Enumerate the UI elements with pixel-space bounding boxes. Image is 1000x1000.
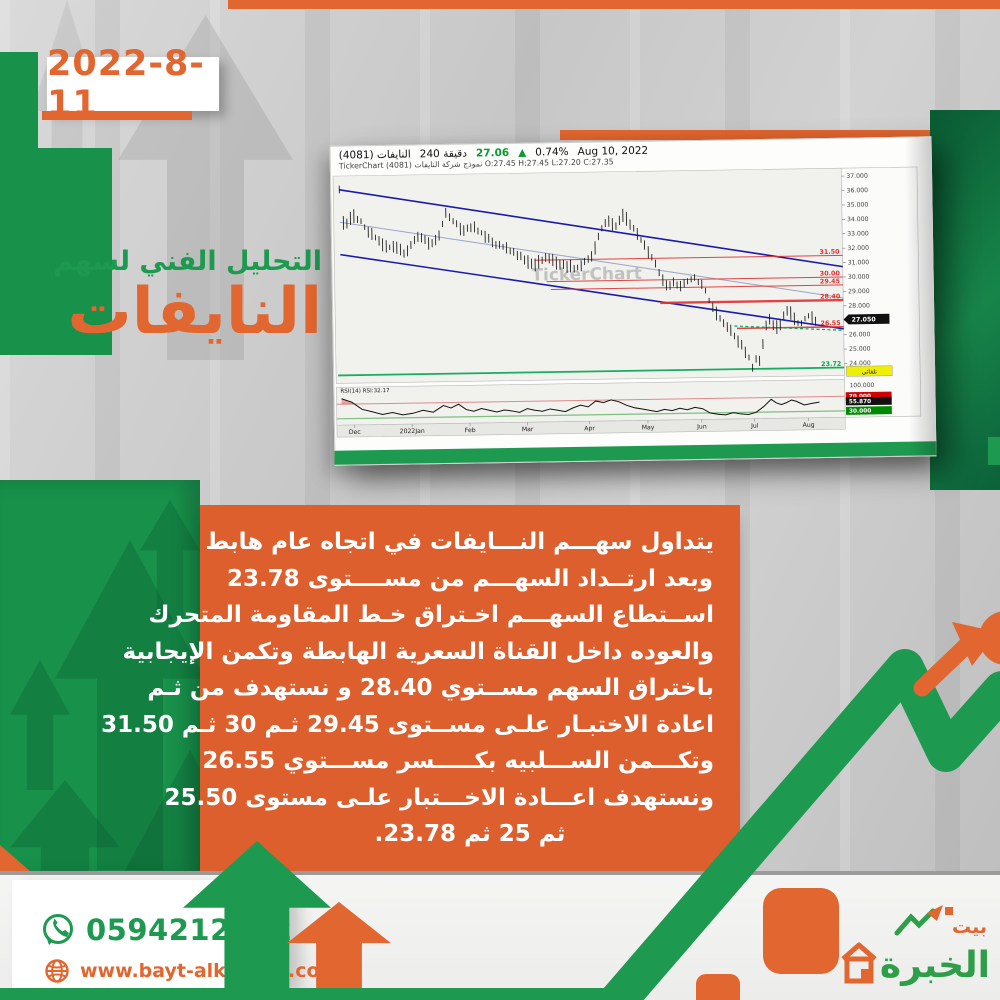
analysis-line: اســتطاع السهـــم اخـتراق خـط المقاومة ا… bbox=[148, 602, 714, 629]
up-triangle-icon: ▲ bbox=[518, 146, 527, 159]
analysis-line: وبعد ارتــداد السهـــم من مســــتوى 23.7… bbox=[226, 565, 714, 592]
top-orange-strip bbox=[228, 0, 1000, 9]
whatsapp-icon bbox=[43, 914, 73, 945]
analysis-line: يتداول سهـــم النـــايفات في اتجاه عام ه… bbox=[205, 529, 714, 556]
logo-house-roof-icon bbox=[841, 942, 877, 961]
analysis-line: ثم 25 ثم 23.78. bbox=[374, 821, 566, 848]
svg-text:70.000: 70.000 bbox=[849, 394, 871, 400]
analysis-text-panel: يتداول سهـــم النـــايفات في اتجاه عام ه… bbox=[101, 505, 740, 872]
chart-date: Aug 10, 2022 bbox=[577, 144, 649, 158]
svg-text:23.72: 23.72 bbox=[821, 360, 841, 368]
logo-word-main: الخبرة bbox=[880, 945, 990, 986]
green-accent-block bbox=[0, 148, 112, 355]
chart-card-green-bar bbox=[334, 441, 937, 465]
left-green-panel bbox=[0, 480, 200, 875]
date-underline bbox=[42, 111, 192, 120]
date-text: 2022-8-11 bbox=[47, 44, 205, 124]
bottom-green-bar bbox=[0, 988, 632, 1000]
svg-text:26.000: 26.000 bbox=[849, 331, 871, 338]
svg-text:Mar: Mar bbox=[522, 426, 534, 433]
trend-zigzag-decoration bbox=[600, 611, 1000, 1000]
svg-text:28.000: 28.000 bbox=[848, 302, 870, 309]
svg-text:May: May bbox=[642, 424, 655, 431]
chart-card-shadow-edge bbox=[904, 137, 936, 456]
analysis-line: اعادة الاختبـار علـى مســتوى 29.45 ثـم 3… bbox=[101, 711, 714, 738]
svg-text:26.55: 26.55 bbox=[820, 319, 840, 327]
svg-text:29.000: 29.000 bbox=[848, 288, 870, 295]
svg-text:28.40: 28.40 bbox=[820, 292, 841, 300]
price-chart-screenshot: النايفات (4081) 240 دقيقة 27.06 ▲ 0.74% … bbox=[329, 136, 937, 466]
analysis-line: والعوده داخل القناة السعرية الهابطة وتكم… bbox=[122, 638, 715, 665]
svg-text:27.050: 27.050 bbox=[852, 316, 877, 323]
orange-accent-strip bbox=[560, 130, 933, 140]
svg-text:30.000: 30.000 bbox=[848, 274, 870, 281]
orange-rounded-square bbox=[696, 974, 740, 1000]
chart-change-pct: 0.74% bbox=[535, 145, 569, 159]
logo-word-top: بيت bbox=[952, 916, 987, 938]
svg-text:24.000: 24.000 bbox=[849, 360, 871, 367]
svg-text:30.00: 30.00 bbox=[820, 269, 841, 277]
svg-text:31.000: 31.000 bbox=[848, 259, 870, 266]
orange-circle-decoration bbox=[979, 611, 1000, 665]
logo-square-accent bbox=[945, 907, 953, 915]
svg-text:RSI(14) RSI:32.17: RSI(14) RSI:32.17 bbox=[340, 388, 390, 395]
chart-timeframe: 240 دقيقة bbox=[419, 147, 468, 161]
green-trend-line bbox=[600, 649, 1000, 1000]
svg-text:Apr: Apr bbox=[584, 425, 595, 432]
orange-arrow-shaft bbox=[913, 635, 977, 697]
green-accent-block bbox=[988, 437, 1000, 465]
globe-icon bbox=[45, 959, 69, 983]
title-subline: التحليل الفني لسهم bbox=[53, 246, 322, 277]
title-stock-name: النايفات bbox=[67, 275, 322, 349]
svg-text:Jun: Jun bbox=[696, 423, 707, 430]
horizontal-divider bbox=[0, 871, 1000, 875]
svg-text:TickerChart: TickerChart bbox=[531, 263, 642, 285]
page-title: التحليل الفني لسهم النايفات bbox=[28, 246, 322, 344]
svg-text:35.000: 35.000 bbox=[847, 202, 869, 209]
bayt-alkhebra-logo: بيت الخبرة bbox=[841, 905, 990, 986]
svg-text:100.000: 100.000 bbox=[850, 382, 875, 389]
svg-text:34.000: 34.000 bbox=[847, 216, 869, 223]
date-badge: 2022-8-11 bbox=[47, 44, 219, 124]
svg-text:Dec: Dec bbox=[349, 429, 361, 436]
svg-text:Aug: Aug bbox=[803, 422, 815, 429]
logo-house-window bbox=[861, 969, 873, 981]
analysis-line: باختراق السهم مســتوي 28.40 و نستهدف من … bbox=[147, 675, 714, 702]
svg-text:29.45: 29.45 bbox=[820, 277, 840, 285]
chart-symbol: النايفات (4081) bbox=[338, 148, 411, 162]
svg-text:Jul: Jul bbox=[750, 423, 759, 430]
svg-text:30.000: 30.000 bbox=[849, 408, 871, 414]
svg-text:31.50: 31.50 bbox=[819, 248, 840, 256]
analysis-line: ونستهدف اعـــادة الاخـــتبار علـى مستوى … bbox=[164, 784, 715, 811]
svg-text:37.000: 37.000 bbox=[846, 173, 868, 180]
svg-text:55.870: 55.870 bbox=[849, 399, 871, 405]
svg-text:Feb: Feb bbox=[465, 427, 476, 434]
analysis-line: وتكـــمن الســـلبيه بكـــــسر مســـتوي 2… bbox=[202, 748, 714, 775]
svg-text:تلقائي: تلقائي bbox=[862, 368, 878, 375]
chart-last-price: 27.06 bbox=[475, 146, 510, 160]
orange-rounded-square bbox=[763, 888, 839, 974]
right-green-panel bbox=[930, 110, 1000, 490]
svg-text:33.000: 33.000 bbox=[847, 230, 869, 237]
svg-text:32.000: 32.000 bbox=[847, 245, 869, 252]
logo-trend-arrow bbox=[894, 908, 936, 936]
svg-text:2022Jan: 2022Jan bbox=[400, 428, 425, 435]
svg-text:36.000: 36.000 bbox=[846, 187, 868, 194]
svg-text:25.000: 25.000 bbox=[849, 346, 871, 353]
logo-arrow-head-icon bbox=[927, 905, 943, 921]
up-arrow-icon bbox=[10, 660, 70, 790]
